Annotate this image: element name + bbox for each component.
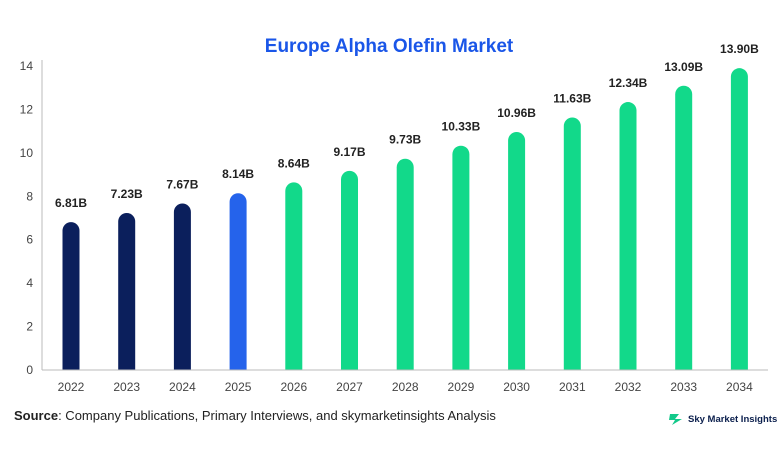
- bar-2023: [118, 213, 136, 370]
- bar-2032: [619, 102, 637, 370]
- brand-logo: Sky Market Insights: [668, 412, 777, 426]
- y-tick-label: 0: [26, 363, 33, 377]
- bar-2024: [173, 203, 191, 370]
- x-tick-label-2022: 2022: [58, 380, 85, 394]
- data-label-2030: 10.96B: [497, 106, 536, 120]
- x-tick-label-2025: 2025: [225, 380, 252, 394]
- y-tick-label: 12: [20, 102, 34, 116]
- bar-2025: [229, 193, 247, 370]
- data-label-2028: 9.73B: [389, 133, 421, 147]
- data-label-2026: 8.64B: [278, 156, 310, 170]
- bar-2028: [396, 158, 414, 370]
- data-label-2024: 7.67B: [166, 177, 198, 191]
- source-label: Source: [14, 408, 59, 423]
- bar-2034: [730, 68, 748, 371]
- bar-2033: [675, 85, 693, 370]
- data-label-2022: 6.81B: [55, 196, 87, 210]
- bar-2027: [341, 170, 358, 370]
- x-tick-label-2024: 2024: [169, 380, 196, 394]
- data-label-2034: 13.90B: [720, 42, 759, 56]
- x-tick-label-2028: 2028: [392, 380, 419, 394]
- y-axis: 0 2 4 6 8 10 12 14: [20, 59, 43, 377]
- bar-2026: [285, 182, 303, 370]
- y-tick-label: 6: [26, 233, 33, 247]
- bar-2031: [563, 117, 581, 370]
- x-tick-label-2029: 2029: [448, 380, 475, 394]
- y-tick-label: 10: [20, 146, 34, 160]
- data-label-2029: 10.33B: [442, 120, 481, 134]
- data-label-2033: 13.09B: [664, 60, 703, 74]
- brand-name: Sky Market Insights: [688, 413, 778, 425]
- data-label-2032: 12.34B: [609, 76, 648, 90]
- x-tick-label-2023: 2023: [113, 380, 140, 394]
- bar-2022: [62, 222, 80, 370]
- x-tick-label-2031: 2031: [559, 380, 586, 394]
- source-text: : Company Publications, Primary Intervie…: [58, 408, 496, 423]
- data-label-2023: 7.23B: [111, 187, 143, 201]
- data-label-2025: 8.14B: [222, 167, 254, 181]
- x-axis: 2022 2023 2024 2025 2026 2027 2028 2029 2030 2031…: [42, 369, 768, 394]
- sky-market-logo-icon: [669, 414, 682, 425]
- y-tick-label: 2: [26, 320, 33, 334]
- bar-2029: [452, 145, 470, 370]
- x-tick-label-2026: 2026: [280, 380, 307, 394]
- x-tick-label-2033: 2033: [670, 380, 697, 394]
- data-labels: 6.81B 7.23B 7.67B 8.14B 8.64B 9.17B 9.73B 10.33…: [55, 42, 759, 210]
- data-label-2027: 9.17B: [333, 145, 365, 159]
- bar-2030: [508, 132, 526, 370]
- chart-title: Europe Alpha Olefin Market: [265, 36, 514, 57]
- source-note: Source: Company Publications, Primary In…: [14, 408, 496, 423]
- y-tick-label: 4: [26, 276, 33, 290]
- x-tick-label-2032: 2032: [615, 380, 642, 394]
- x-tick-label-2027: 2027: [336, 380, 363, 394]
- x-tick-label-2030: 2030: [503, 380, 530, 394]
- y-tick-label: 8: [26, 189, 33, 203]
- bars: [62, 68, 748, 371]
- chart: Europe Alpha Olefin Market 0 2 4 6 8 10 12 14 6…: [20, 36, 768, 394]
- data-label-2031: 11.63B: [553, 91, 591, 105]
- x-tick-label-2034: 2034: [726, 380, 753, 394]
- y-tick-label: 14: [20, 59, 34, 73]
